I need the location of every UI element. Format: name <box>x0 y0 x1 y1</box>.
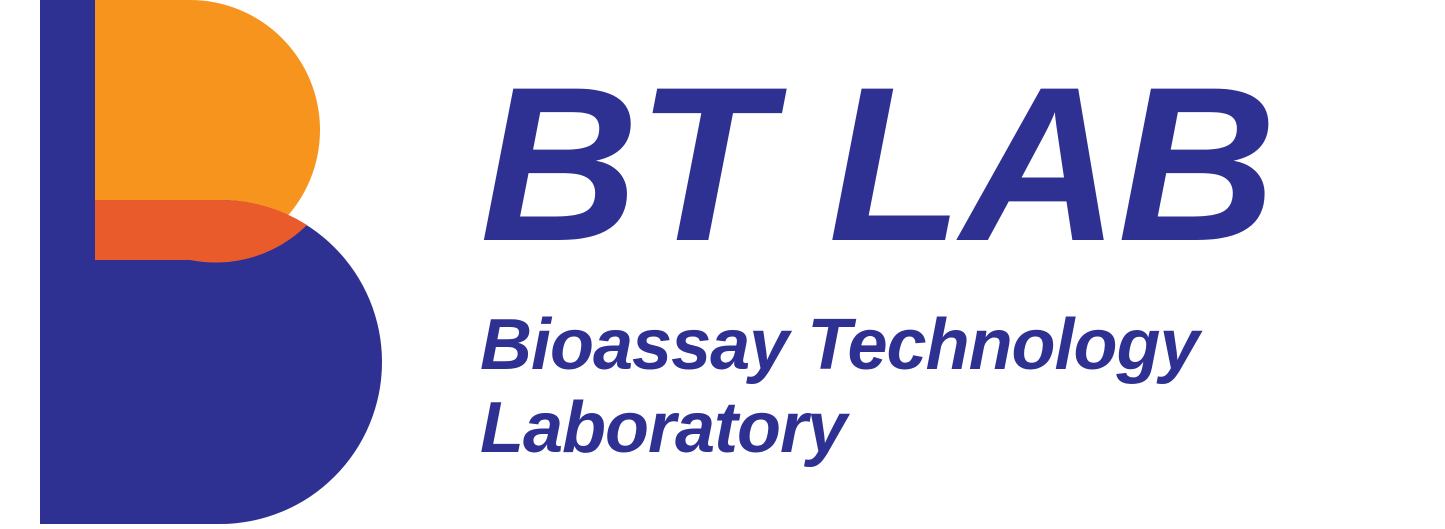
subtitle-line-1: Bioassay Technology <box>480 304 1275 387</box>
logo-text-block: BT LAB Bioassay Technology Laboratory <box>480 54 1275 470</box>
brand-subtitle: Bioassay Technology Laboratory <box>480 304 1275 470</box>
brand-title: BT LAB <box>480 54 1275 274</box>
subtitle-line-2: Laboratory <box>480 387 1275 470</box>
b-letter-icon <box>20 0 400 524</box>
logo-container: BT LAB Bioassay Technology Laboratory <box>0 0 1445 524</box>
logo-mark-icon <box>20 0 400 524</box>
